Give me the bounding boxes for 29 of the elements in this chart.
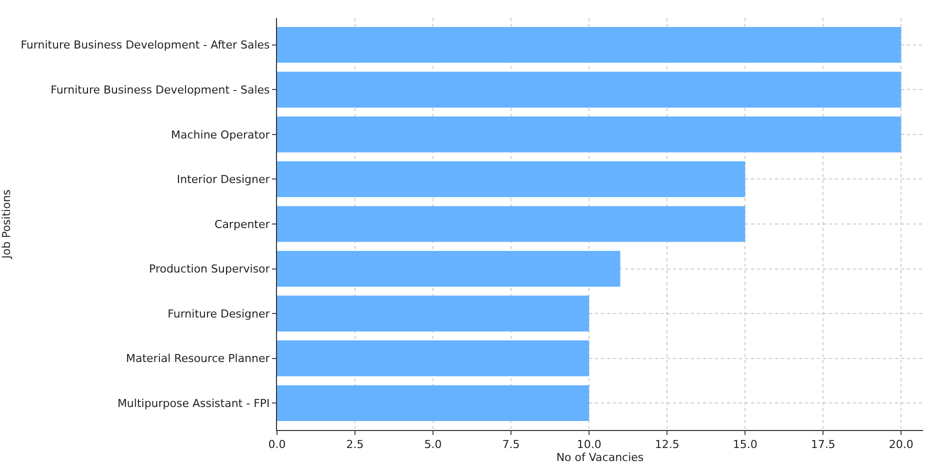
x-axis-title: No of Vacancies (556, 451, 644, 464)
y-axis-title: Job Positions (0, 189, 13, 260)
y-tick-label: Material Resource Planner (126, 352, 270, 366)
bar (277, 250, 620, 287)
y-tick-label: Production Supervisor (149, 262, 270, 276)
bar (277, 385, 590, 422)
y-tick-label: Machine Operator (171, 128, 270, 142)
bar (277, 206, 746, 242)
bar (277, 296, 590, 332)
bar (277, 116, 902, 152)
x-tick-label: 7.5 (502, 438, 520, 452)
x-tick-label: 0.0 (268, 438, 286, 452)
bar (277, 72, 902, 108)
y-tick-label: Furniture Designer (168, 307, 270, 320)
y-tick-label: Multipurpose Assistant - FPI (117, 396, 270, 410)
bar (277, 161, 746, 198)
x-tick-label: 20.0 (888, 438, 914, 452)
x-tick-label: 15.0 (732, 438, 758, 452)
x-tick-label: 12.5 (654, 438, 680, 452)
x-tick-label: 2.5 (346, 438, 364, 452)
bar (277, 26, 902, 63)
x-tick-label: 10.0 (576, 438, 602, 452)
y-tick-label: Furniture Business Development - After Sales (20, 38, 270, 52)
y-tick-label: Interior Designer (176, 173, 270, 186)
y-tick-label: Furniture Business Development - Sales (50, 84, 270, 96)
y-tick-label: Carpenter (214, 218, 270, 231)
x-tick-label: 5.0 (424, 438, 442, 452)
x-tick-label: 17.5 (810, 438, 836, 452)
bar (277, 340, 590, 376)
